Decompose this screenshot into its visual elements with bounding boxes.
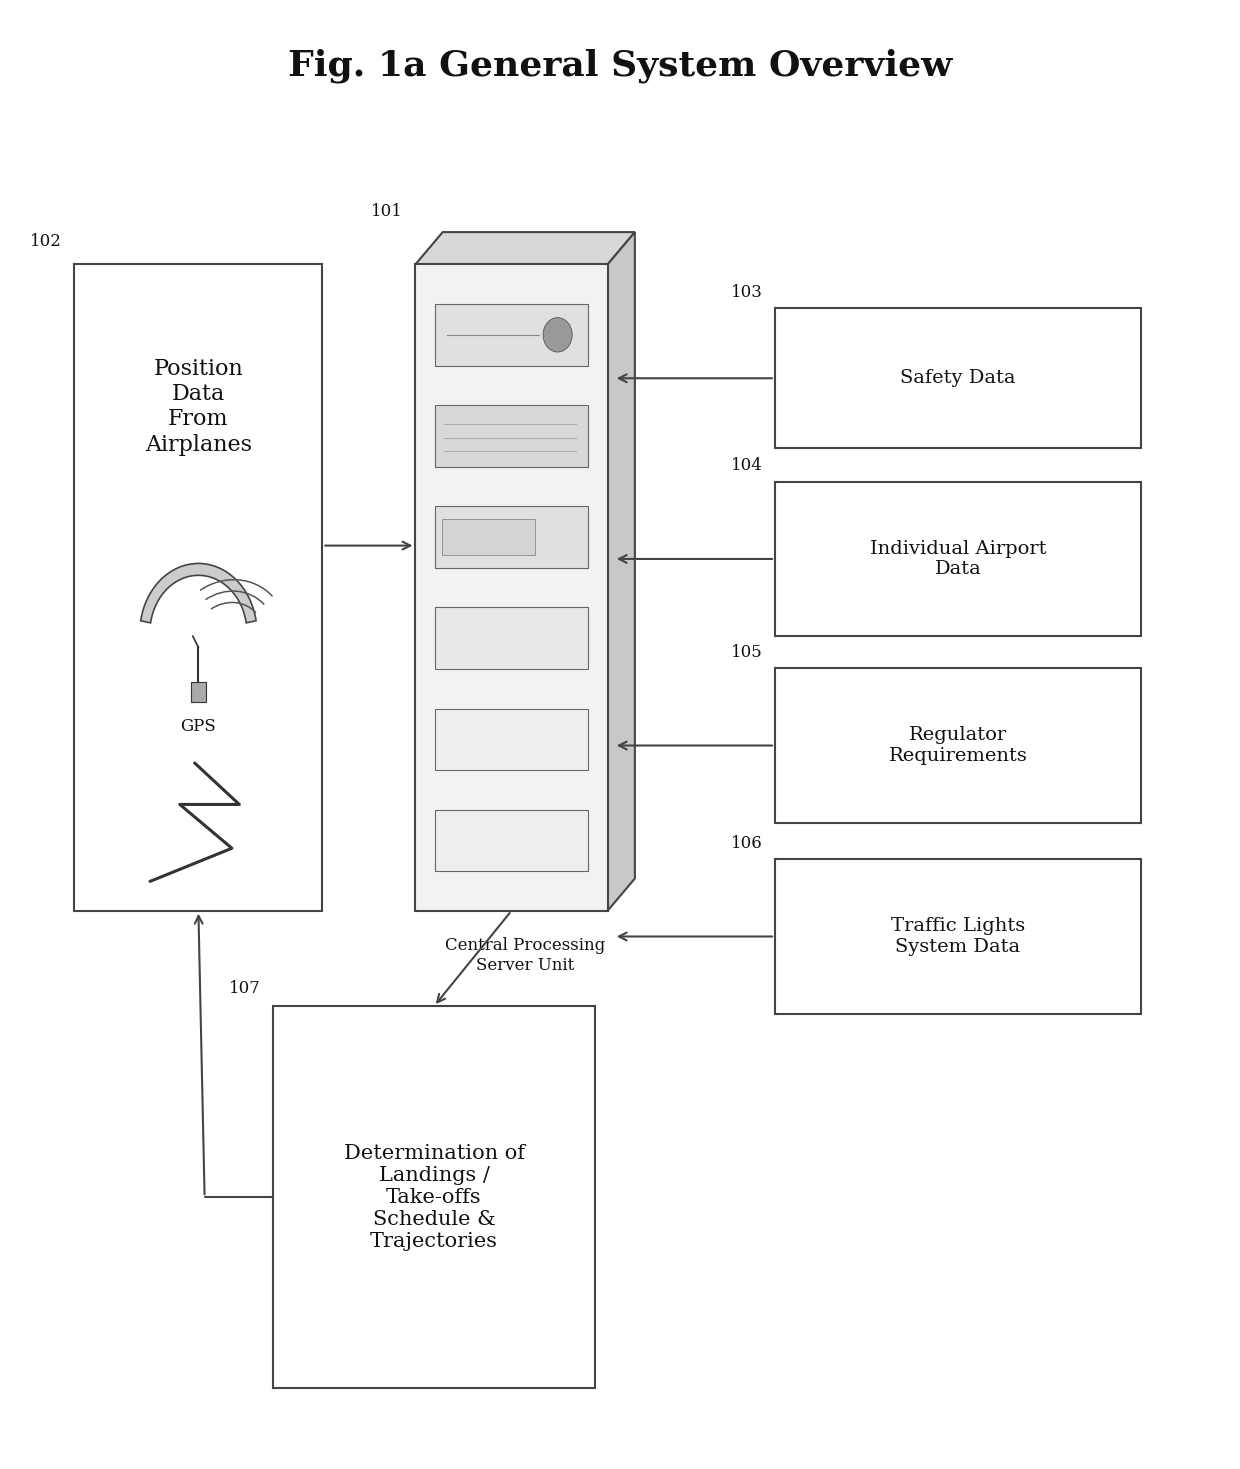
Bar	[435, 708, 589, 770]
Text: 101: 101	[371, 203, 403, 220]
Bar	[775, 859, 1141, 1014]
Bar	[415, 264, 608, 911]
Text: Traffic Lights
System Data: Traffic Lights System Data	[890, 917, 1025, 956]
Text: 103: 103	[730, 284, 763, 301]
Circle shape	[543, 317, 572, 353]
Bar	[443, 519, 534, 555]
Text: 104: 104	[730, 457, 763, 474]
Text: Determination of
Landings /
Take-offs
Schedule &
Trajectories: Determination of Landings / Take-offs Sc…	[343, 1144, 525, 1250]
Text: Central Processing
Server Unit: Central Processing Server Unit	[445, 937, 605, 974]
Text: Individual Airport
Data: Individual Airport Data	[869, 539, 1047, 579]
Polygon shape	[608, 232, 635, 911]
Bar	[775, 482, 1141, 636]
Text: 107: 107	[228, 980, 260, 997]
Text: 102: 102	[30, 232, 62, 250]
Bar	[435, 304, 589, 366]
Text: Position
Data
From
Airplanes: Position Data From Airplanes	[145, 357, 252, 455]
Bar	[74, 264, 322, 911]
Text: Regulator
Requirements: Regulator Requirements	[889, 726, 1027, 765]
Bar	[775, 308, 1141, 448]
Bar	[191, 683, 206, 702]
Text: Safety Data: Safety Data	[900, 369, 1016, 388]
Wedge shape	[140, 564, 257, 623]
Bar	[435, 507, 589, 567]
Bar	[775, 668, 1141, 823]
Text: 106: 106	[730, 834, 763, 852]
Bar	[273, 1006, 595, 1388]
Polygon shape	[415, 232, 635, 264]
Text: Fig. 1a General System Overview: Fig. 1a General System Overview	[288, 48, 952, 84]
Text: 105: 105	[730, 643, 763, 661]
Bar	[435, 809, 589, 871]
Text: GPS: GPS	[181, 718, 216, 734]
Bar	[435, 608, 589, 668]
Bar	[435, 405, 589, 467]
